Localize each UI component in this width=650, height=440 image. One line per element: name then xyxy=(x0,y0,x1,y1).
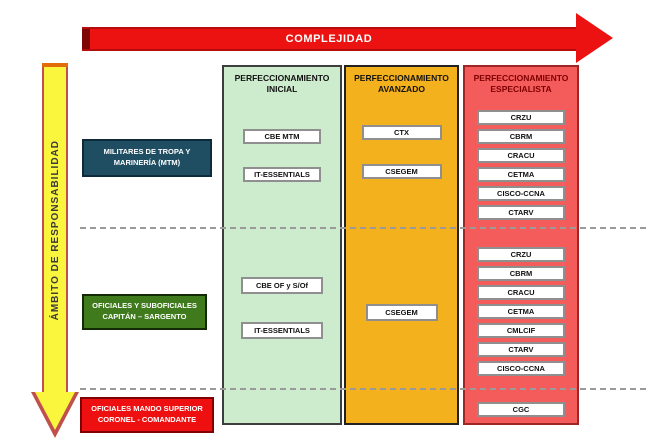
row-label-text: OFICIALES MANDO SUPERIOR CORONEL - COMAN… xyxy=(91,404,203,424)
complexity-arrow-tail xyxy=(82,29,90,49)
course-box: CSEGEM xyxy=(361,164,442,179)
course-box: CBE MTM xyxy=(243,129,321,144)
responsibility-arrowhead-icon xyxy=(35,392,75,430)
course-box: CBE OF y S/Of xyxy=(241,277,323,294)
complexity-arrow: COMPLEJIDAD xyxy=(82,27,576,51)
course-box: CISCO-CCNA xyxy=(477,361,565,376)
course-box: CRACU xyxy=(477,285,565,300)
column-perfeccionamiento-especialista: PERFECCIONAMIENTO ESPECIALISTA CRZU CBRM… xyxy=(463,65,579,425)
row-label-oficiales-suboficiales: OFICIALES Y SUBOFICIALES CAPITÁN – SARGE… xyxy=(82,294,207,330)
responsibility-arrow: ÁMBITO DE RESPONSABILIDAD xyxy=(42,67,68,394)
course-box: CRZU xyxy=(477,247,565,262)
course-box: CRACU xyxy=(477,148,565,163)
course-box: CRZU xyxy=(477,110,565,125)
course-box: IT-ESSENTIALS xyxy=(243,167,321,182)
course-box: CMLCIF xyxy=(477,323,565,338)
course-box: CBRM xyxy=(477,129,565,144)
row-label-text: OFICIALES Y SUBOFICIALES CAPITÁN – SARGE… xyxy=(92,301,197,321)
course-box: CISCO-CCNA xyxy=(477,186,565,201)
column-header-avanzado: PERFECCIONAMIENTO AVANZADO xyxy=(354,73,449,95)
course-box: CBRM xyxy=(477,266,565,281)
responsibility-arrow-cap xyxy=(42,63,68,68)
course-box: CETMA xyxy=(477,304,565,319)
course-box: CSEGEM xyxy=(365,304,438,321)
complexity-arrowhead-icon xyxy=(576,13,613,63)
row-label-militares-tropa-marineria: MILITARES DE TROPA Y MARINERÍA (MTM) xyxy=(82,139,212,177)
row-label-oficiales-mando-superior: OFICIALES MANDO SUPERIOR CORONEL - COMAN… xyxy=(80,397,214,433)
column-perfeccionamiento-inicial: PERFECCIONAMIENTO INICIAL CBE MTM IT-ESS… xyxy=(222,65,342,425)
course-box: CETMA xyxy=(477,167,565,182)
course-box: CGC xyxy=(477,402,565,417)
column-header-inicial: PERFECCIONAMIENTO INICIAL xyxy=(234,73,330,95)
course-box: CTARV xyxy=(477,205,565,220)
column-header-especialista: PERFECCIONAMIENTO ESPECIALISTA xyxy=(473,73,569,95)
course-box: CTX xyxy=(361,125,442,140)
row-separator-dashed-line xyxy=(80,388,646,390)
course-box: CTARV xyxy=(477,342,565,357)
row-label-text: MILITARES DE TROPA Y MARINERÍA (MTM) xyxy=(103,147,191,167)
responsibility-arrow-label: ÁMBITO DE RESPONSABILIDAD xyxy=(49,140,61,321)
row-separator-dashed-line xyxy=(80,227,646,229)
column-perfeccionamiento-avanzado: PERFECCIONAMIENTO AVANZADO CTX CSEGEM CS… xyxy=(344,65,459,425)
complexity-arrow-label: COMPLEJIDAD xyxy=(285,33,373,45)
course-box: IT-ESSENTIALS xyxy=(241,322,323,339)
